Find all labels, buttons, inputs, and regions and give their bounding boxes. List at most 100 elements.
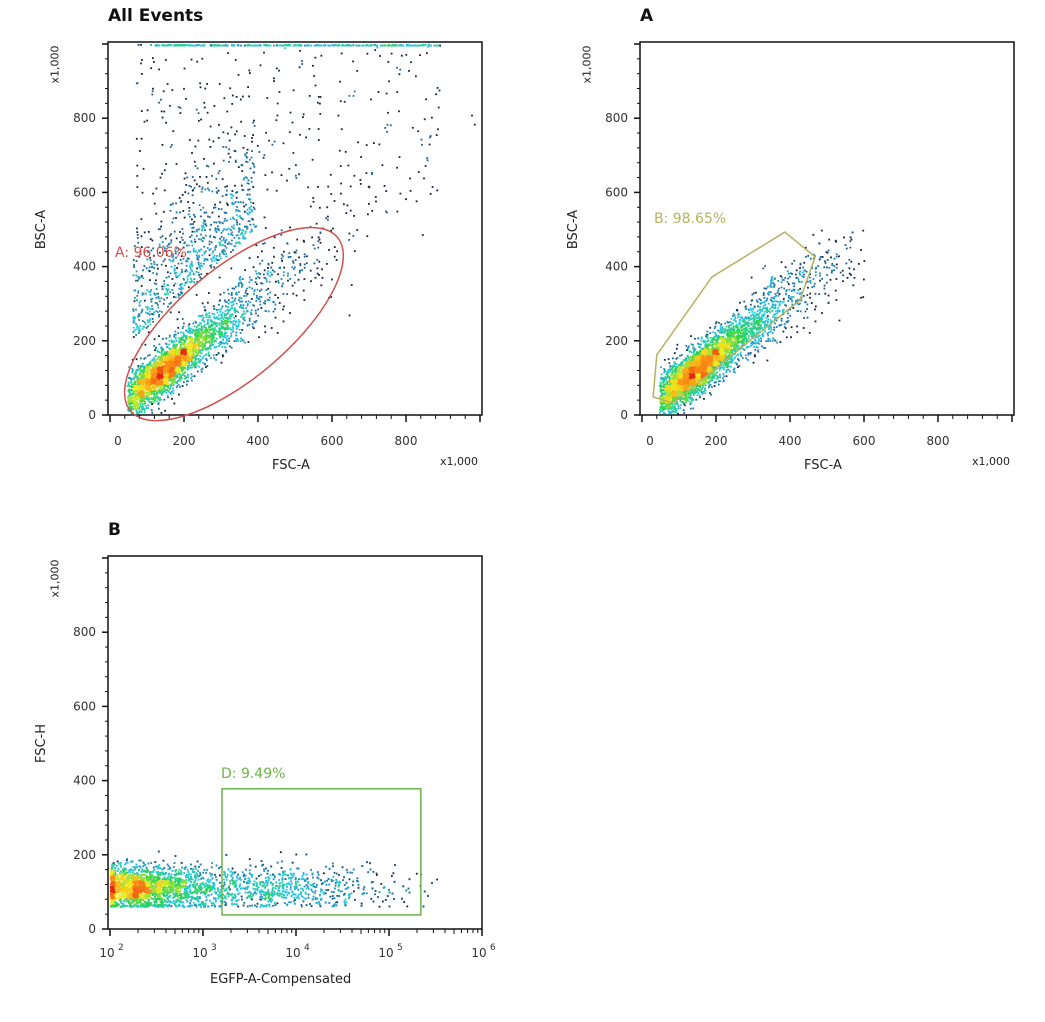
event-point (167, 353, 169, 356)
event-point (222, 323, 225, 326)
event-point (163, 387, 165, 390)
event-point (140, 369, 143, 372)
event-point (222, 159, 225, 162)
event-point (175, 274, 177, 277)
event-point (216, 44, 219, 47)
event-point (173, 348, 176, 350)
event-point (164, 44, 167, 47)
event-point (226, 301, 228, 303)
event-point (334, 44, 337, 46)
event-point (204, 188, 207, 191)
event-point (145, 306, 147, 308)
event-point (187, 44, 190, 47)
event-point (373, 44, 375, 46)
event-point (686, 362, 688, 364)
event-point (171, 382, 173, 384)
event-point (220, 240, 223, 242)
event-point (135, 82, 138, 85)
event-point (229, 320, 231, 323)
event-point (423, 177, 425, 180)
event-point (228, 309, 230, 311)
event-point (230, 243, 233, 245)
event-point (166, 284, 169, 286)
event-point (172, 344, 174, 347)
event-point (253, 293, 255, 296)
event-point (337, 114, 340, 117)
event-point (352, 95, 355, 97)
event-point (367, 213, 369, 216)
event-point (158, 313, 161, 316)
event-point (179, 231, 181, 233)
event-point (133, 401, 135, 403)
event-point (152, 320, 155, 323)
event-point (235, 324, 238, 327)
event-point (259, 44, 262, 47)
gate-a-ellipse (123, 226, 345, 422)
event-point (809, 276, 811, 279)
event-point (159, 384, 162, 387)
event-point (167, 366, 170, 369)
event-point (190, 330, 192, 333)
event-point (193, 220, 196, 223)
event-point (198, 238, 200, 241)
event-point (274, 303, 277, 306)
event-point (172, 130, 175, 132)
event-point (149, 308, 152, 310)
event-point (166, 389, 168, 391)
event-point (228, 337, 230, 340)
event-point (374, 49, 377, 51)
event-point (291, 121, 294, 124)
event-point (365, 144, 368, 146)
event-point (275, 280, 277, 283)
event-point (186, 258, 189, 261)
event-point (692, 343, 694, 346)
event-point (271, 269, 274, 272)
event-point (155, 288, 158, 290)
event-point (167, 288, 170, 291)
event-point (143, 265, 146, 267)
event-point (233, 307, 236, 309)
event-point (210, 241, 213, 244)
event-point (267, 310, 270, 313)
event-point (207, 351, 210, 354)
event-point (196, 256, 199, 259)
event-point (132, 310, 135, 312)
event-point (194, 347, 197, 349)
event-point (201, 342, 204, 345)
event-point (172, 387, 174, 390)
event-point (198, 265, 201, 267)
event-point (177, 293, 180, 295)
event-point (172, 346, 175, 349)
event-point (156, 311, 159, 313)
event-point (245, 160, 247, 163)
event-point (200, 330, 203, 333)
event-point (153, 311, 156, 314)
event-point (227, 306, 229, 309)
event-point (174, 347, 177, 350)
event-point (210, 263, 213, 266)
event-point (203, 237, 205, 240)
event-point (236, 234, 239, 236)
event-point (134, 289, 137, 292)
event-point (177, 326, 180, 329)
event-point (144, 385, 147, 388)
event-point (205, 332, 207, 334)
event-point (214, 257, 217, 260)
event-point (167, 373, 170, 376)
event-point (175, 163, 178, 165)
event-point (137, 290, 140, 293)
event-point (169, 209, 172, 212)
event-point (327, 218, 329, 221)
event-point (209, 44, 212, 47)
event-point (263, 154, 266, 156)
event-point (396, 210, 399, 213)
event-point (145, 374, 147, 377)
event-point (217, 318, 220, 321)
event-point (222, 355, 224, 358)
event-point (132, 336, 135, 338)
event-points (658, 229, 866, 415)
event-point (267, 267, 269, 269)
event-point (158, 300, 161, 303)
event-point (201, 227, 204, 229)
event-point (160, 346, 163, 349)
